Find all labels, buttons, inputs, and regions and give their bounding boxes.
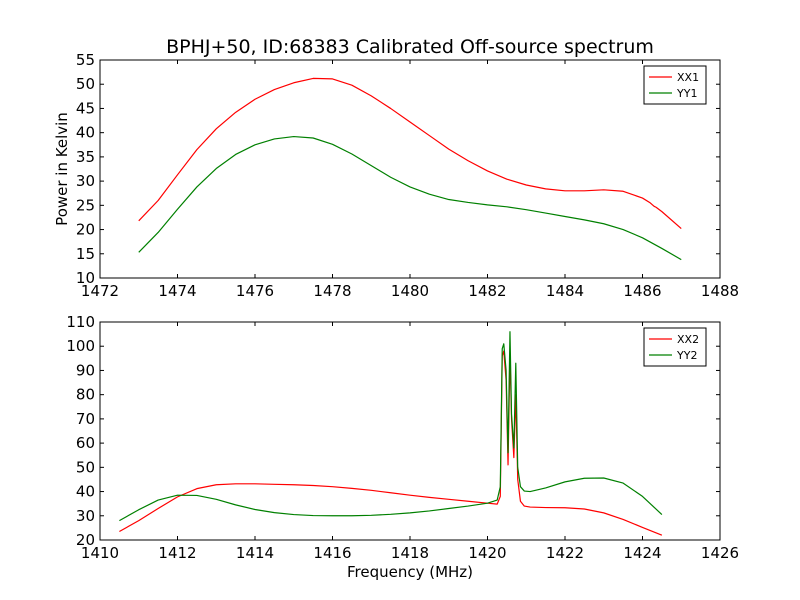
y-tick-label: 20 [76, 221, 95, 239]
x-tick-label: 1416 [313, 544, 351, 562]
x-tick-label: 1412 [158, 544, 196, 562]
y-tick-label: 50 [76, 458, 95, 476]
chart-title: BPHJ+50, ID:68383 Calibrated Off-source … [166, 36, 654, 58]
series-line-xx2 [119, 350, 663, 536]
x-tick-label: 1486 [623, 282, 661, 300]
x-tick-label: 1488 [701, 282, 739, 300]
y-tick-label: 90 [76, 361, 95, 379]
x-tick-label: 1424 [623, 544, 661, 562]
y-tick-label: 35 [76, 148, 95, 166]
y-tick-label: 10 [76, 269, 95, 287]
x-tick-label: 1410 [81, 544, 119, 562]
x-tick-label: 1478 [313, 282, 351, 300]
series-line-yy2 [119, 331, 663, 522]
y-tick-label: 40 [76, 483, 95, 501]
x-tick-label: 1414 [236, 544, 274, 562]
plot-frame [99, 59, 721, 279]
legend-label-xx1: XX1 [677, 71, 699, 84]
y-tick-label: 25 [76, 196, 95, 214]
y-tick-label: 110 [66, 313, 95, 331]
y-tick-label: 70 [76, 410, 95, 428]
x-tick-label: 1418 [391, 544, 429, 562]
y-tick-label: 30 [76, 507, 95, 525]
x-tick-label: 1472 [81, 282, 119, 300]
x-tick-label: 1420 [468, 544, 506, 562]
x-tick-label: 1482 [468, 282, 506, 300]
y-tick-label: 50 [76, 75, 95, 93]
y-tick-label: 15 [76, 245, 95, 263]
x-tick-label: 1474 [158, 282, 196, 300]
legend-label-xx2: XX2 [677, 333, 699, 346]
legend-label-yy2: YY2 [676, 349, 697, 362]
legend-label-yy1: YY1 [676, 87, 697, 100]
x-tick-label: 1484 [546, 282, 584, 300]
y-tick-label: 80 [76, 386, 95, 404]
y-axis-label: Power in Kelvin [53, 112, 71, 226]
x-axis-label: Frequency (MHz) [347, 563, 473, 581]
y-tick-label: 30 [76, 172, 95, 190]
legend-box [643, 65, 707, 105]
x-tick-label: 1426 [701, 544, 739, 562]
y-tick-label: 55 [76, 51, 95, 69]
x-tick-label: 1480 [391, 282, 429, 300]
series-line-yy1 [138, 135, 682, 261]
plot-frame [99, 321, 721, 541]
y-tick-label: 40 [76, 124, 95, 142]
series-line-xx1 [138, 77, 682, 230]
top-plot: 1472 1474 1476 1478 1480 1482 1484 1486 1488 10 15… [53, 51, 739, 300]
bottom-plot: 1410 1412 1414 1416 1418 1420 1422 1424 1426 20 30… [66, 313, 739, 581]
x-tick-label: 1476 [236, 282, 274, 300]
y-tick-label: 100 [66, 337, 95, 355]
y-tick-label: 60 [76, 434, 95, 452]
y-tick-label: 20 [76, 531, 95, 549]
y-tick-label: 45 [76, 99, 95, 117]
legend-box [643, 327, 707, 367]
x-tick-label: 1422 [546, 544, 584, 562]
